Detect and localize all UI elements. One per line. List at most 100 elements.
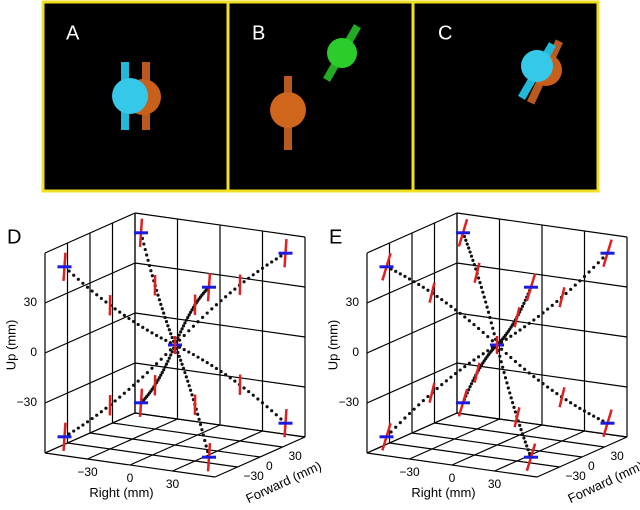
right-tick-label: 30 (166, 477, 180, 491)
trajectory-dot (72, 429, 76, 433)
trajectory-dot (182, 348, 186, 352)
trajectory-dot (527, 451, 532, 456)
trajectory-dot (170, 335, 174, 340)
trajectory-dot (502, 370, 506, 375)
trajectory-dot (219, 369, 223, 374)
trajectory-dot (503, 376, 508, 380)
trajectory-dot (536, 378, 541, 382)
trajectory-dot (488, 315, 492, 320)
grid-line (456, 312, 628, 338)
trajectory-dot (499, 360, 503, 364)
orientation-marker (558, 387, 566, 408)
object-c (518, 39, 563, 105)
trajectory-dot (509, 334, 513, 338)
trajectory-dot (506, 386, 510, 390)
trajectory-dot (150, 274, 154, 278)
grid-line (89, 432, 261, 458)
object-a (112, 62, 161, 130)
trajectory-dot (136, 322, 140, 327)
trajectory-dot (162, 368, 166, 372)
trajectory-dot (99, 410, 103, 414)
trajectory-dot (523, 440, 527, 444)
trajectory-dot (196, 412, 200, 416)
grid-line (134, 212, 306, 238)
grid-line (434, 422, 605, 448)
trajectory-dot (509, 325, 513, 329)
trajectory-dot (417, 282, 421, 287)
up-tick-label: −30 (339, 395, 360, 409)
trajectory-dot (183, 321, 187, 325)
grid-line (112, 422, 283, 448)
trajectory-dot (167, 328, 171, 332)
trajectory-dot (467, 246, 471, 250)
trajectory-dot (508, 391, 512, 395)
trajectory-dot (181, 324, 186, 328)
trajectory-dot (242, 386, 246, 390)
grid-line (536, 436, 628, 478)
trajectory-dot (512, 405, 516, 409)
trajectory-dot (149, 269, 153, 273)
trajectory-dot (242, 280, 246, 284)
trajectory-dot (224, 373, 228, 377)
trajectory-dot (426, 288, 430, 292)
trajectory-dot (167, 356, 171, 360)
trajectory-dot (412, 280, 416, 284)
trajectory-dot (150, 331, 154, 335)
trajectory-dot (159, 357, 163, 361)
orientation-marker (238, 374, 242, 395)
trajectory-dot (582, 274, 587, 279)
trajectory-dot (196, 320, 200, 324)
trajectory-dot (564, 398, 568, 402)
up-tick-label: 30 (24, 295, 38, 309)
trajectory-dot (251, 393, 255, 397)
trajectory-dot (204, 444, 208, 448)
trajectory-dot (187, 329, 191, 333)
trajectory-dot (178, 338, 182, 342)
up-tick-label: 0 (352, 345, 359, 359)
trajectory-dot (142, 242, 146, 246)
trajectory-dot (504, 351, 508, 356)
trajectory-dot (472, 358, 476, 362)
trajectory-dot (270, 409, 274, 413)
trajectory-dot (179, 358, 183, 362)
forward-tick-label: 30 (611, 449, 625, 463)
trajectory-dot (247, 276, 251, 280)
trajectory-dot (518, 328, 522, 332)
trajectory-dot (417, 403, 421, 407)
trajectory-dot (233, 379, 237, 383)
trajectory-dot (546, 385, 550, 389)
forward-tick-label: −30 (566, 469, 587, 483)
trajectory-dot (274, 413, 278, 417)
trajectory-dot (501, 365, 505, 369)
trajectory-dot (72, 273, 76, 277)
trajectory-dot (389, 430, 393, 434)
trajectory-dot (159, 302, 163, 306)
trajectory-dot (569, 401, 573, 405)
trajectory-dot (81, 281, 85, 285)
trajectory-dot (180, 362, 184, 366)
orientation-marker (428, 382, 436, 403)
trajectory-dot (522, 436, 526, 440)
trajectory-dot (131, 383, 136, 387)
trajectory-dot (440, 298, 444, 302)
trajectory-dot (510, 323, 515, 327)
trajectory-dot (265, 405, 269, 409)
trajectory-dot (99, 296, 103, 301)
trajectory-dot (519, 428, 523, 432)
trajectory-dot (141, 325, 145, 329)
grid-line (366, 262, 458, 304)
trajectory-dot (203, 438, 207, 443)
plot-label: D (7, 226, 21, 248)
trajectory-dot (90, 289, 94, 293)
trajectory-dot (164, 320, 169, 324)
trajectory-dot (486, 310, 491, 314)
trajectory-dot (177, 354, 181, 358)
trajectory-dot (469, 382, 474, 386)
orientation-marker (513, 307, 521, 328)
trajectory-dot (573, 283, 577, 287)
trajectory-dot (210, 307, 214, 311)
trajectory-dot (462, 234, 467, 239)
object-b (270, 24, 361, 150)
trajectory-dot (564, 291, 568, 296)
trajectory-dot (131, 319, 136, 324)
